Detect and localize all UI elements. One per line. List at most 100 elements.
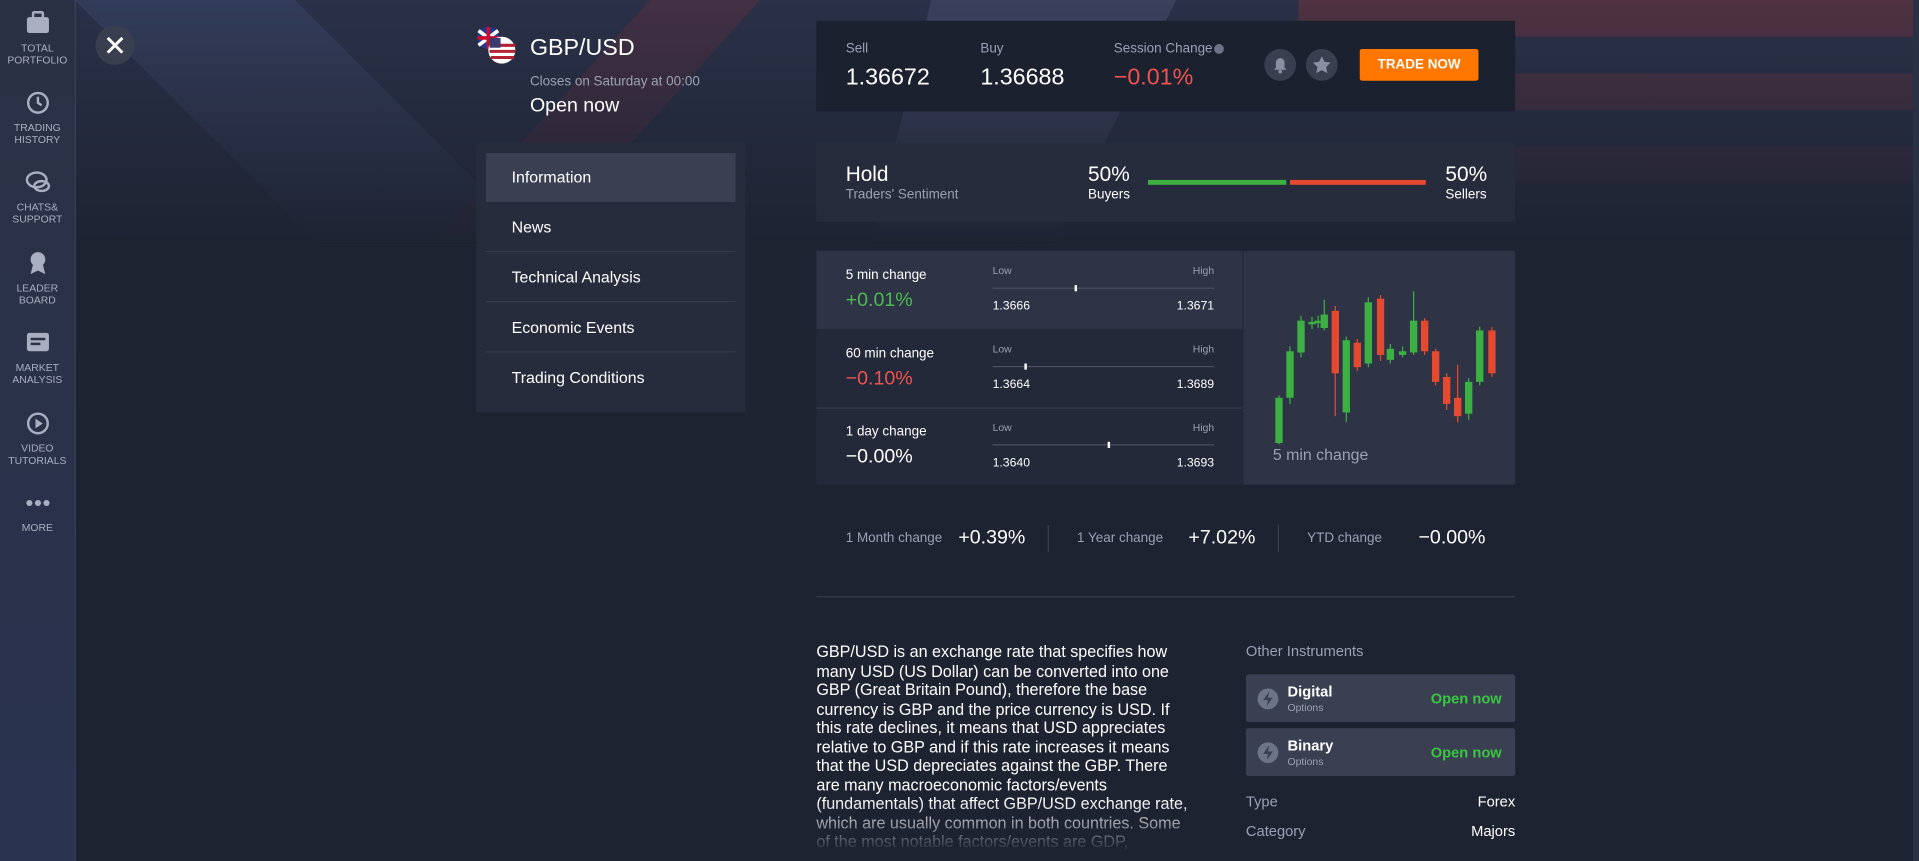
nav-label: MORE (21, 521, 53, 534)
menu-item[interactable]: Trading Conditions (511, 368, 645, 387)
prop-value: Majors (1471, 822, 1516, 840)
menu-item[interactable]: Economic Events (485, 304, 736, 353)
help-icon[interactable] (1213, 43, 1225, 55)
buyers-percent: 50% (1088, 162, 1130, 187)
card-sub: Options (1287, 755, 1324, 768)
range-line (992, 444, 1215, 446)
low-label: Low (992, 421, 1012, 434)
bolt-icon (1257, 742, 1279, 764)
star-icon (1312, 56, 1331, 74)
nav-item[interactable]: LEADER BOARD (0, 250, 75, 306)
low-value: 1.3666 (992, 299, 1031, 314)
period-value: +7.02% (1188, 527, 1256, 549)
buyers-bar (1148, 179, 1287, 185)
menu-item-active[interactable]: Information (485, 152, 736, 202)
icon (25, 171, 50, 193)
sellers-bar (1289, 179, 1426, 185)
nav-item[interactable]: CHATS& SUPPORT (0, 169, 75, 225)
icon (26, 11, 49, 34)
icon (26, 412, 49, 435)
range-line (992, 287, 1215, 289)
icon (25, 499, 49, 507)
card-status: Open now (1430, 744, 1502, 762)
high-label: High (1192, 421, 1215, 434)
nav-label: VIDEO (21, 441, 54, 455)
nav-item[interactable]: TRADING HISTORY (0, 89, 75, 146)
prop-key: Type (1245, 793, 1278, 811)
icon (29, 252, 45, 275)
nav-label: MARKET (15, 361, 59, 374)
prop-value: Forex (1477, 793, 1516, 811)
change-row: 1 day change −0.00% Low High 1.3640 1.36… (816, 408, 1242, 486)
range-line (992, 365, 1215, 368)
sellers-percent: 50% (1445, 162, 1488, 187)
high-value: 1.3693 (1176, 456, 1215, 470)
description: GBP/USD is an exchange rate that specifi… (816, 642, 1188, 851)
change-value: +0.01% (845, 290, 913, 311)
session-change: −0.01% (1113, 64, 1194, 91)
low-value: 1.3640 (992, 456, 1031, 470)
close-icon (106, 36, 124, 54)
other-title: Other Instruments (1245, 642, 1364, 660)
icon (26, 332, 49, 352)
nav-label: TRADING (13, 121, 61, 134)
instrument-card[interactable]: Binary Options Open now (1245, 728, 1516, 776)
nav-label: LEADER (16, 281, 59, 294)
instrument-card[interactable]: Digital Options Open now (1245, 674, 1516, 723)
trade-now-button[interactable]: TRADE NOW (1359, 48, 1479, 81)
buy-price: 1.36688 (980, 64, 1065, 91)
buyers-label: Buyers (1088, 187, 1130, 202)
period-value: +0.39% (958, 527, 1026, 549)
closes-text: Closes on Saturday at 00:00 (529, 74, 700, 90)
session-change-label: Session Change (1113, 41, 1213, 57)
change-row: 5 min change +0.01% Low High 1.3666 1.36… (816, 250, 1243, 330)
menu-item[interactable]: Technical Analysis (485, 253, 736, 303)
nav-item[interactable]: MARKET ANALYSIS (0, 329, 75, 386)
sidebar: TOTAL PORTFOLIO TRADING HISTORY CHATS& SUPP… (0, 0, 76, 861)
favorite-button[interactable] (1305, 48, 1338, 81)
period-value: −0.00% (1418, 527, 1486, 549)
close-button[interactable] (95, 25, 135, 65)
range-marker (1074, 285, 1078, 292)
nav-item[interactable]: VIDEO TUTORIALS (0, 410, 75, 466)
separator (816, 596, 1516, 598)
sentiment-subtitle: Traders' Sentiment (845, 187, 959, 202)
icon (26, 91, 49, 114)
nav-item[interactable]: MORE (0, 490, 75, 534)
high-label: High (1192, 264, 1215, 277)
market-status: Open now (529, 95, 620, 117)
info-menu: Information News Technical Analysis Econ… (476, 143, 746, 413)
range-marker (1107, 441, 1111, 448)
candlesticks (1275, 291, 1496, 445)
prop-key: Category (1245, 822, 1306, 840)
period-label: 1 Month change (845, 531, 943, 546)
changes-panel: 5 min change +0.01% Low High 1.3666 1.36… (816, 250, 1516, 486)
scrollbar (1912, 0, 1919, 861)
low-label: Low (992, 342, 1012, 355)
period-label: YTD change (1307, 531, 1382, 546)
change-row: 60 min change −0.10% Low High 1.3664 1.3… (816, 329, 1243, 409)
nav-label: CHATS& (16, 200, 59, 213)
nav-label: HISTORY (14, 133, 61, 146)
nav-label: TUTORIALS (8, 454, 67, 467)
change-label: 60 min change (845, 346, 935, 362)
nav-label: SUPPORT (12, 212, 63, 226)
nav-label: PORTFOLIO (7, 53, 68, 67)
card-name: Binary (1287, 736, 1334, 754)
quote-panel: Sell 1.36672 Buy 1.36688 Session Change … (816, 20, 1516, 112)
change-value: −0.10% (845, 368, 913, 390)
alert-button[interactable] (1264, 48, 1297, 81)
sellers-label: Sellers (1445, 187, 1487, 202)
chart-label: 5 min change (1272, 445, 1369, 464)
nav-item[interactable]: TOTAL PORTFOLIO (0, 10, 75, 66)
menu-item[interactable]: News (485, 203, 736, 253)
flag-icon (477, 26, 516, 64)
card-status: Open now (1430, 690, 1502, 708)
bolt-icon (1257, 688, 1279, 710)
sentiment-title: Hold (845, 162, 889, 187)
sell-label: Sell (845, 41, 869, 57)
